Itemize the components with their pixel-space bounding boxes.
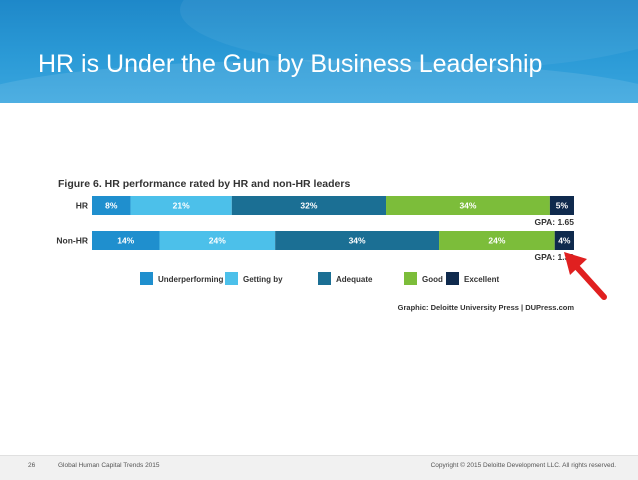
category-label: HR [76,201,88,211]
data-label: 24% [488,236,505,246]
chart-title: Figure 6. HR performance rated by HR and… [58,178,351,190]
slide-footer: 26 Global Human Capital Trends 2015 Copy… [0,455,638,480]
data-label: 8% [105,201,118,211]
legend-entry: Excellent [464,275,499,284]
data-label: 4% [558,236,571,246]
chart-figure: HR 8% 21% 32% 34% 5% GPA: 1.65 Non-HR 14% 24% 34% 2… [52,172,592,322]
data-label: 21% [173,201,190,211]
bar-segment [231,196,387,215]
gpa-label: GPA: 1.32 [534,252,574,262]
bar-segment [554,231,574,250]
slide-header: HR is Under the Gun by Business Leadersh… [0,0,638,103]
legend-entry: Good [422,275,443,284]
legend-swatch [404,272,417,285]
footer-report-name: Global Human Capital Trends 2015 [58,462,160,469]
data-label: 34% [349,236,366,246]
bar-segment [549,196,574,215]
legend-swatch [225,272,238,285]
stacked-bar-chart: HR 8% 21% 32% 34% 5% GPA: 1.65 Non-HR 14% 24% 34% 2… [56,196,574,285]
bar-segment [159,231,276,250]
bar-segment [130,196,232,215]
bar-segment [92,231,160,250]
slide-title: HR is Under the Gun by Business Leadersh… [38,50,543,78]
data-label: 32% [300,201,317,211]
legend-entry: Adequate [336,275,373,284]
bar-segment [275,231,440,250]
data-label: 24% [209,236,226,246]
footer-copyright: Copyright © 2015 Deloitte Development LL… [430,462,616,469]
bar-segment [92,196,131,215]
data-label: 5% [556,201,569,211]
slide-number: 26 [28,462,36,469]
bar-segment [439,231,555,250]
chart-source-credit: Graphic: Deloitte University Press | DUP… [397,303,574,312]
data-label: 34% [459,201,476,211]
data-label: 14% [117,236,134,246]
legend-swatch [140,272,153,285]
gpa-label: GPA: 1.65 [534,217,574,227]
legend-entry: Underperforming [158,275,223,284]
legend-swatch [318,272,331,285]
bar-segment [386,196,550,215]
category-label: Non-HR [56,236,88,246]
legend-entry: Getting by [243,275,283,284]
legend-swatch [446,272,459,285]
red-arrow-icon [564,252,607,300]
